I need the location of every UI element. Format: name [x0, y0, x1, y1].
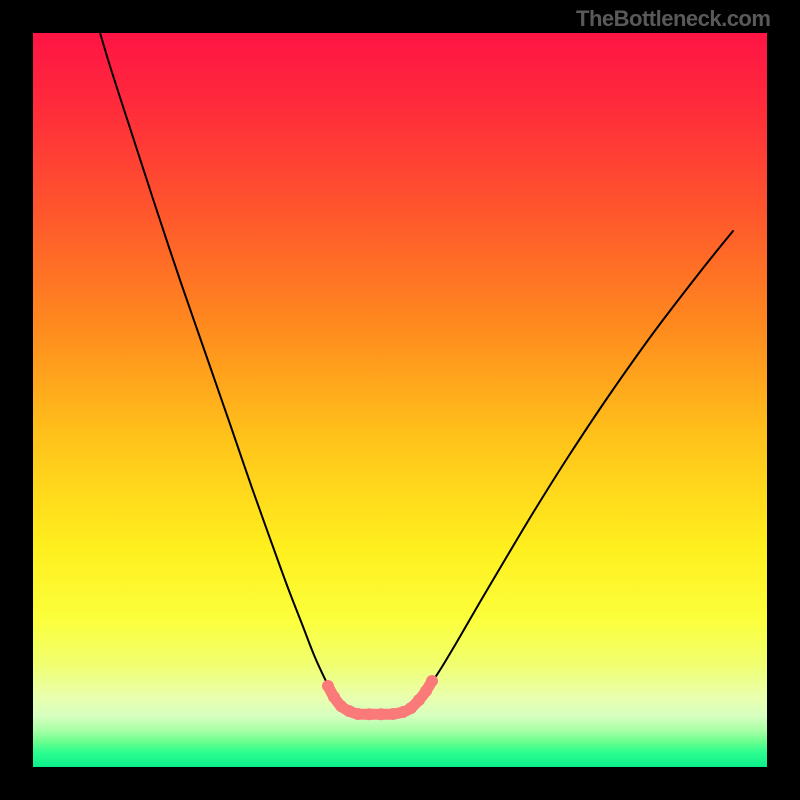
chart-frame — [33, 33, 767, 767]
highlight-dot — [363, 708, 375, 720]
highlight-dot — [352, 708, 364, 720]
highlight-dot — [387, 708, 399, 720]
highlight-dot — [420, 685, 432, 697]
chart-svg — [33, 33, 767, 767]
highlight-dot — [375, 708, 387, 720]
highlight-dot — [322, 680, 334, 692]
gradient-background — [33, 33, 767, 767]
highlight-dot — [426, 675, 438, 687]
watermark-text: TheBottleneck.com — [576, 6, 770, 32]
